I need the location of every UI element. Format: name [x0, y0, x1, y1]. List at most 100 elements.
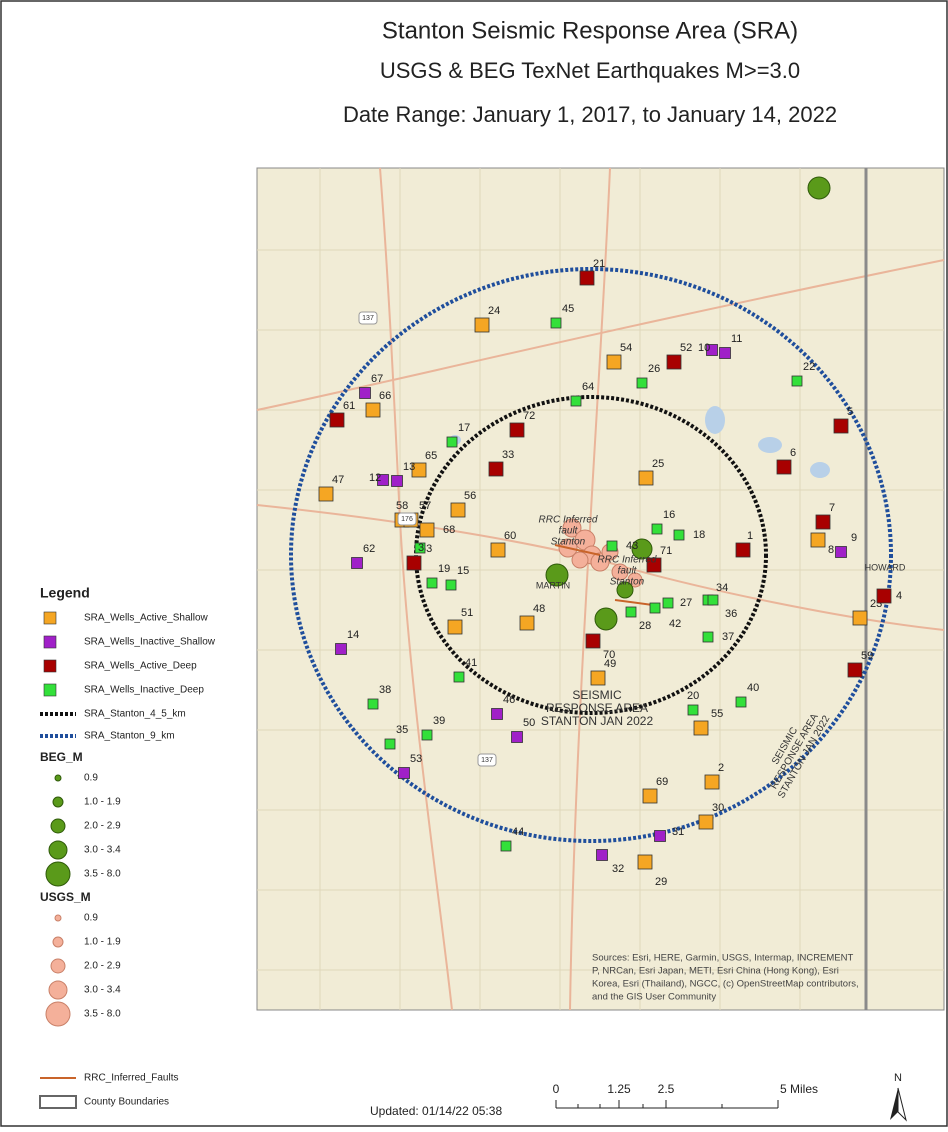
subtitle: Date Range: January 1, 2017, to January …: [343, 102, 837, 127]
annotation: SEISMIC: [572, 688, 622, 702]
well: [650, 603, 660, 613]
well-label: 30: [712, 802, 724, 814]
legend-label: 3.5 - 8.0: [84, 869, 121, 880]
well-label: 57: [419, 500, 431, 512]
well-label: 72: [523, 410, 535, 422]
well: [834, 419, 848, 433]
annotation: STANTON JAN 2022: [541, 714, 654, 728]
annotation: RRC Inferred: [598, 555, 657, 566]
well: [489, 462, 503, 476]
well: [580, 271, 594, 285]
well-label: 37: [722, 631, 734, 643]
well: [663, 598, 673, 608]
well: [836, 547, 847, 558]
well-label: 43: [626, 540, 638, 552]
usgs-quake: [572, 552, 588, 568]
legend-label: SRA_Wells_Active_Deep: [84, 661, 197, 672]
well-label: 6: [790, 447, 796, 459]
legend-symbol: [55, 775, 61, 781]
well: [368, 699, 378, 709]
road-label: 137: [481, 757, 493, 764]
well-label: 34: [716, 582, 728, 594]
well-label: 47: [332, 474, 344, 486]
place-label: MARTIN: [536, 580, 570, 590]
well: [512, 732, 523, 743]
well-label: 58: [396, 500, 408, 512]
well-label: 24: [488, 305, 500, 317]
well-label: 29: [655, 876, 667, 888]
well: [491, 543, 505, 557]
legend-symbol: [51, 959, 65, 973]
well: [848, 663, 862, 677]
well-label: 56: [464, 490, 476, 502]
title: Stanton Seismic Response Area (SRA): [382, 17, 798, 44]
annotation: Stanton: [551, 537, 586, 548]
legend-label: County Boundaries: [84, 1097, 169, 1108]
well-label: 62: [363, 543, 375, 555]
well-label: 8: [828, 544, 834, 556]
well-label: 40: [747, 682, 759, 694]
well: [736, 697, 746, 707]
well: [366, 403, 380, 417]
updated: Updated: 01/14/22 05:38: [370, 1104, 502, 1118]
well-label: 2: [718, 762, 724, 774]
annotation: RRC Inferred: [539, 515, 598, 526]
well-label: 3: [418, 542, 424, 554]
beg-quake: [595, 608, 617, 630]
scale-label: 2.5: [658, 1082, 675, 1096]
well-label: 39: [433, 715, 445, 727]
well: [705, 775, 719, 789]
north-label: N: [894, 1072, 902, 1084]
well-label: 51: [461, 607, 473, 619]
well: [792, 376, 802, 386]
well-label: 26: [648, 363, 660, 375]
sources: Korea, Esri (Thailand), NGCC, (c) OpenSt…: [592, 979, 859, 990]
well-label: 17: [458, 422, 470, 434]
well: [385, 739, 395, 749]
well-label: 61: [343, 400, 355, 412]
road-label: 176: [401, 516, 413, 523]
well-label: 12: [369, 472, 381, 484]
well: [501, 841, 511, 851]
well: [853, 611, 867, 625]
well-label: 38: [379, 684, 391, 696]
legend-swatch: [44, 636, 56, 648]
annotation: fault: [618, 566, 638, 577]
sources: P, NRCan, Esri Japan, METI, Esri China (…: [592, 966, 839, 977]
well: [816, 515, 830, 529]
well-label: 64: [582, 381, 594, 393]
well: [551, 318, 561, 328]
legend-label: 2.0 - 2.9: [84, 821, 121, 832]
well: [520, 616, 534, 630]
well-label: 31: [672, 826, 684, 838]
well-label: 4: [896, 590, 902, 602]
map-frame: [257, 168, 944, 1010]
scale-label: 5 Miles: [780, 1082, 818, 1096]
legend-symbol: [53, 797, 63, 807]
well: [674, 530, 684, 540]
scale-label: 0: [553, 1082, 560, 1096]
well: [637, 378, 647, 388]
legend-symbol: [46, 1002, 70, 1026]
well-label: 69: [656, 776, 668, 788]
well: [639, 471, 653, 485]
well-label: 54: [620, 342, 632, 354]
subtitle: USGS & BEG TexNet Earthquakes M>=3.0: [380, 58, 800, 83]
well-label: 44: [512, 826, 524, 838]
well: [319, 487, 333, 501]
well: [492, 709, 503, 720]
well: [475, 318, 489, 332]
well: [643, 789, 657, 803]
legend-symbol: [46, 862, 70, 886]
well-label: 68: [443, 524, 455, 536]
well-label: 19: [438, 563, 450, 575]
well: [571, 396, 581, 406]
legend-symbol: [49, 841, 67, 859]
well: [655, 831, 666, 842]
legend-symbol: [53, 937, 63, 947]
well: [597, 850, 608, 861]
legend-label: SRA_Wells_Inactive_Deep: [84, 685, 204, 696]
sources: and the GIS User Community: [592, 992, 716, 1003]
well-label: 36: [725, 608, 737, 620]
legend-heading: USGS_M: [40, 890, 91, 904]
